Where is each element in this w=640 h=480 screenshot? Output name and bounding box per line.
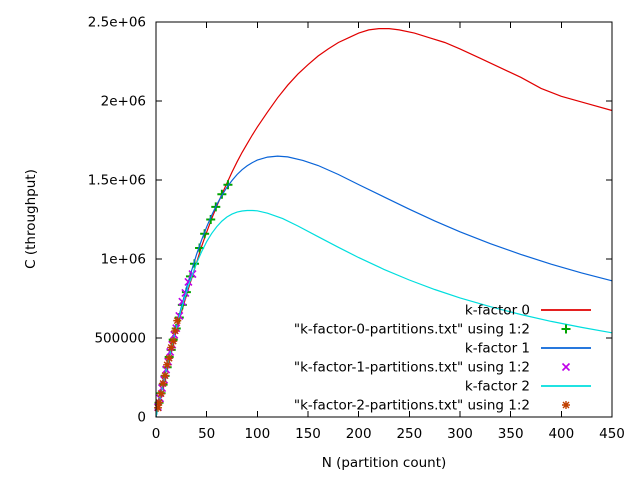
legend-item: "k-factor-1-partitions.txt" using 1:2 [294, 360, 571, 376]
legend-label: "k-factor-0-partitions.txt" using 1:2 [294, 322, 530, 338]
x-tick-label: 100 [244, 426, 270, 442]
legend-sample-plus-icon [561, 324, 571, 334]
x-tick-label: 150 [295, 426, 321, 442]
plus-marker [217, 189, 227, 199]
asterisk-marker [159, 379, 168, 388]
x-axis-title: N (partition count) [322, 455, 447, 471]
x-tick-label: 50 [198, 426, 215, 442]
y-tick-label: 0 [137, 410, 146, 426]
legend-label: k-factor 1 [465, 341, 530, 357]
x-tick-label: 200 [346, 426, 372, 442]
asterisk-marker [157, 389, 166, 398]
asterisk-marker [161, 371, 170, 380]
legend-item: k-factor 2 [465, 379, 591, 395]
asterisk-marker [163, 360, 172, 369]
x-tick-label: 300 [447, 426, 473, 442]
x-tick-label: 250 [396, 426, 422, 442]
asterisk-marker [169, 337, 178, 346]
legend-label: "k-factor-2-partitions.txt" using 1:2 [294, 398, 530, 414]
cross-marker [181, 288, 190, 298]
legend-sample-asterisk-icon [562, 401, 570, 409]
asterisk-marker [155, 398, 164, 407]
series-layer [153, 28, 613, 418]
legend-item: "k-factor-2-partitions.txt" using 1:2 [294, 398, 570, 414]
legend-label: "k-factor-1-partitions.txt" using 1:2 [294, 360, 530, 376]
asterisk-marker [154, 403, 163, 412]
y-tick-label: 500000 [94, 331, 146, 347]
asterisk-marker [165, 354, 174, 363]
y-tick-label: 2.5e+06 [88, 15, 146, 31]
x-tick-label: 350 [498, 426, 524, 442]
y-tick-label: 2e+06 [101, 94, 146, 110]
legend-sample-cross-icon [561, 362, 571, 372]
plus-marker [223, 180, 233, 190]
asterisk-marker [167, 343, 176, 352]
scatter-series-5 [154, 316, 182, 412]
x-tick-label: 450 [599, 426, 625, 442]
axes-layer: 0 50 100 150 200 250 300 350 400 450 0 500000 1e+06 1… [88, 15, 625, 443]
legend-item: "k-factor-0-partitions.txt" using 1:2 [294, 322, 571, 338]
legend-item: k-factor 0 [465, 303, 591, 319]
legend-label: k-factor 2 [465, 379, 530, 395]
asterisk-marker [171, 326, 180, 335]
curve-series-4 [155, 209, 613, 418]
y-tick-label: 1e+06 [101, 252, 146, 268]
legend-label: k-factor 0 [465, 303, 530, 319]
asterisk-marker [173, 316, 182, 325]
x-tick-label: 400 [548, 426, 574, 442]
legend-item: k-factor 1 [465, 341, 591, 357]
y-axis-title: C (throughput) [23, 169, 39, 269]
plot-border [155, 21, 613, 418]
y-tick-label: 1.5e+06 [88, 173, 146, 189]
x-tick-label: 0 [152, 426, 161, 442]
legend-layer: k-factor 0 "k-factor-0-partitions.txt" us… [294, 303, 591, 414]
curve-series-2 [155, 155, 613, 418]
